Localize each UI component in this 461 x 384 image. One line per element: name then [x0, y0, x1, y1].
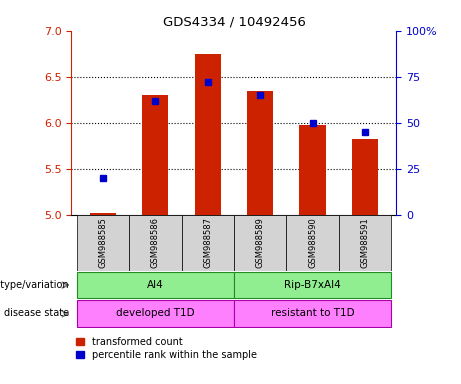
Text: GSM988587: GSM988587 — [203, 217, 212, 268]
Text: developed T1D: developed T1D — [116, 308, 195, 318]
Bar — [142, 95, 168, 215]
Text: GSM988591: GSM988591 — [361, 217, 370, 268]
FancyBboxPatch shape — [182, 215, 234, 271]
FancyBboxPatch shape — [77, 300, 234, 327]
Text: Rip-B7xAI4: Rip-B7xAI4 — [284, 280, 341, 290]
FancyBboxPatch shape — [77, 271, 234, 298]
Text: GSM988586: GSM988586 — [151, 217, 160, 268]
Title: GDS4334 / 10492456: GDS4334 / 10492456 — [163, 15, 305, 28]
FancyBboxPatch shape — [339, 215, 391, 271]
Text: genotype/variation: genotype/variation — [0, 280, 69, 290]
Text: AI4: AI4 — [147, 280, 164, 290]
FancyBboxPatch shape — [286, 215, 339, 271]
FancyBboxPatch shape — [234, 300, 391, 327]
Text: GSM988590: GSM988590 — [308, 217, 317, 268]
Bar — [247, 91, 273, 215]
Bar — [352, 139, 378, 215]
FancyBboxPatch shape — [77, 215, 129, 271]
Text: GSM988589: GSM988589 — [256, 217, 265, 268]
Bar — [300, 125, 325, 215]
FancyBboxPatch shape — [234, 215, 286, 271]
Text: resistant to T1D: resistant to T1D — [271, 308, 355, 318]
Legend: transformed count, percentile rank within the sample: transformed count, percentile rank withi… — [77, 337, 257, 360]
Text: GSM988585: GSM988585 — [98, 217, 107, 268]
FancyBboxPatch shape — [234, 271, 391, 298]
FancyBboxPatch shape — [129, 215, 182, 271]
Bar — [195, 54, 221, 215]
Bar — [90, 213, 116, 215]
Text: disease state: disease state — [4, 308, 69, 318]
